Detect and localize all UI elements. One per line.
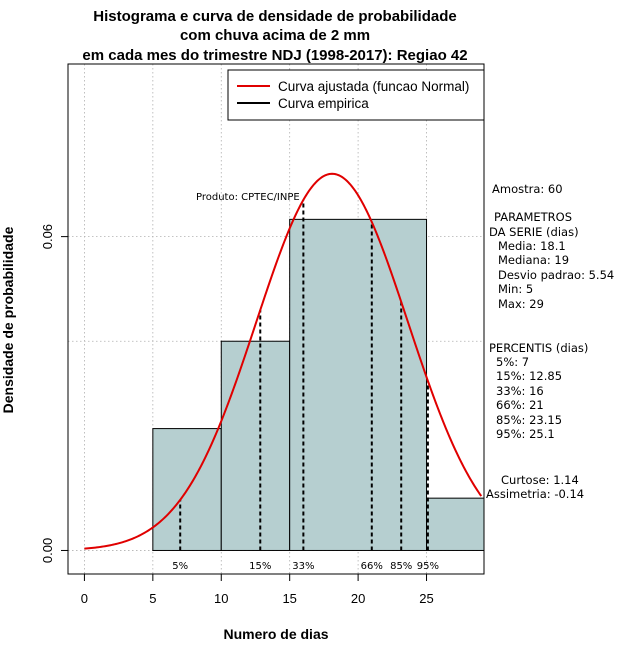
normal-curve <box>84 172 483 550</box>
stat-kurtosis: Curtose: 1.14 <box>501 473 579 487</box>
stat-params-header: PARAMETROS <box>494 210 572 224</box>
y-axis: 0.00 0.06 <box>40 224 68 563</box>
percentile-label-85: 85% <box>390 561 412 572</box>
stat-percentis-header: PERCENTIS (dias) <box>489 341 588 355</box>
percentile-label-33: 33% <box>292 561 314 572</box>
y-tick-label-0: 0.00 <box>40 538 55 563</box>
stat-min: Min: 5 <box>498 282 533 296</box>
chart-title: Histograma e curva de densidade de proba… <box>82 8 467 64</box>
percentile-labels: 5% 15% 33% 66% 85% 95% <box>172 561 439 572</box>
stat-p85: 85%: 23.15 <box>496 413 562 427</box>
legend-label-empirical: Curva empirica <box>278 96 369 111</box>
percentile-lines <box>179 199 429 551</box>
x-tick-label-25: 25 <box>419 591 433 606</box>
stat-median: Mediana: 19 <box>498 253 569 267</box>
stat-p33: 33%: 16 <box>496 384 544 398</box>
stat-params-subheader: DA SERIE (dias) <box>489 225 579 239</box>
histogram-bar-2 <box>289 218 428 551</box>
stat-sd: Desvio padrao: 5.54 <box>498 268 614 282</box>
stat-mean: Media: 18.1 <box>498 239 566 253</box>
x-tick-label-5: 5 <box>149 591 156 606</box>
x-tick-label-0: 0 <box>81 591 88 606</box>
stat-p66: 66%: 21 <box>496 398 544 412</box>
percentile-label-15: 15% <box>249 561 271 572</box>
legend-box <box>227 69 485 121</box>
x-axis: 0 5 10 15 20 25 <box>81 573 434 606</box>
stat-skewness: Assimetria: -0.14 <box>486 487 584 501</box>
x-tick-label-15: 15 <box>282 591 296 606</box>
stat-max: Max: 29 <box>498 297 544 311</box>
title-line-2: com chuva acima de 2 mm <box>180 27 370 44</box>
legend-label-fitted: Curva ajustada (funcao Normal) <box>278 79 469 94</box>
y-axis-label: Densidade de probabilidade <box>0 226 16 413</box>
title-line-1: Histograma e curva de densidade de proba… <box>93 8 456 25</box>
percentile-label-95: 95% <box>417 561 439 572</box>
histogram-bar-3 <box>426 497 485 551</box>
histogram-bar-1 <box>220 340 291 551</box>
product-label: Produto: CPTEC/INPE <box>196 192 300 203</box>
legend: Curva ajustada (funcao Normal) Curva emp… <box>227 69 485 121</box>
stats-panel: Amostra: 60 PARAMETROS DA SERIE (dias) M… <box>486 182 614 501</box>
stat-p15: 15%: 12.85 <box>496 369 562 383</box>
y-tick-label-1: 0.06 <box>40 224 55 249</box>
x-tick-label-10: 10 <box>214 591 228 606</box>
stat-p5: 5%: 7 <box>496 355 529 369</box>
percentile-label-5: 5% <box>172 561 188 572</box>
stat-p95: 95%: 25.1 <box>496 427 555 441</box>
title-line-3: em cada mes do trimestre NDJ (1998-2017)… <box>82 47 467 64</box>
percentile-label-66: 66% <box>361 561 383 572</box>
x-tick-label-20: 20 <box>351 591 365 606</box>
histogram-bars <box>152 218 485 551</box>
stat-sample: Amostra: 60 <box>492 182 563 196</box>
x-axis-label: Numero de dias <box>223 626 328 642</box>
